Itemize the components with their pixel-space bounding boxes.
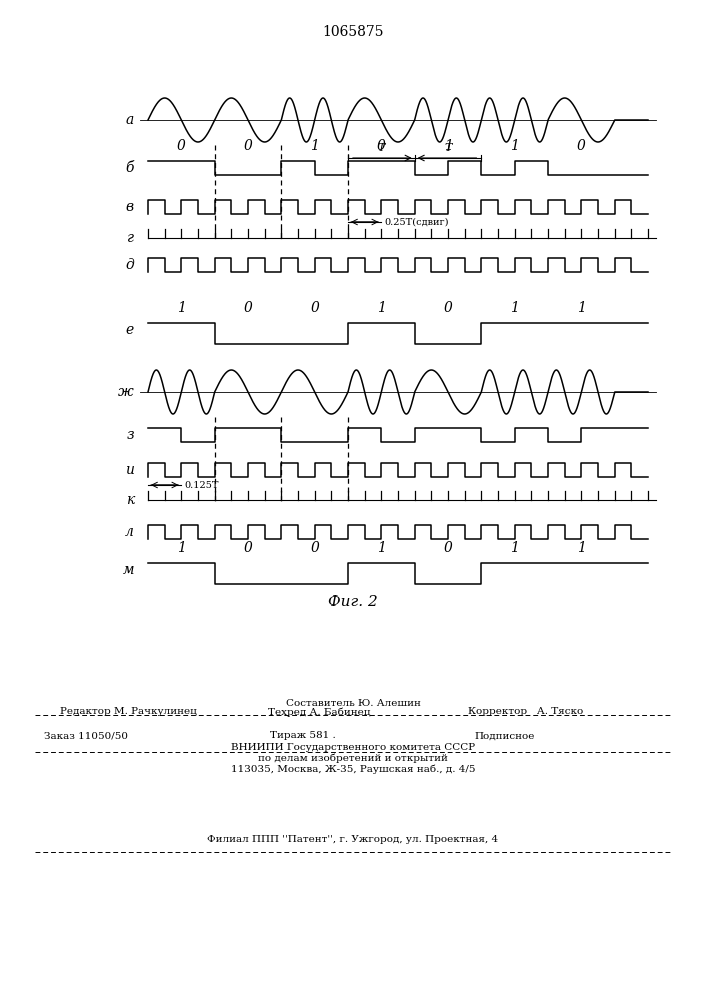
Text: T: T xyxy=(444,143,452,153)
Text: 1: 1 xyxy=(577,301,586,315)
Text: Техред А. Бабинец: Техред А. Бабинец xyxy=(268,707,370,717)
Text: д: д xyxy=(125,258,134,272)
Text: ВНИИПИ Государственного комитета СССР: ВНИИПИ Государственного комитета СССР xyxy=(231,742,475,752)
Text: Корректор   А. Тяско: Корректор А. Тяско xyxy=(468,708,583,716)
Text: 1: 1 xyxy=(177,541,186,555)
Text: 0: 0 xyxy=(443,301,452,315)
Text: 0: 0 xyxy=(310,541,319,555)
Text: и: и xyxy=(125,463,134,477)
Text: б: б xyxy=(126,161,134,175)
Text: Редактор М. Рачкулинец: Редактор М. Рачкулинец xyxy=(60,708,197,716)
Text: 113035, Москва, Ж-35, Раушская наб., д. 4/5: 113035, Москва, Ж-35, Раушская наб., д. … xyxy=(230,764,475,774)
Text: 0: 0 xyxy=(244,139,252,153)
Text: 0: 0 xyxy=(377,139,386,153)
Text: Заказ 11050/50: Заказ 11050/50 xyxy=(44,732,128,740)
Text: л: л xyxy=(125,525,134,539)
Text: 0.25T(сдвиг): 0.25T(сдвиг) xyxy=(385,218,449,227)
Text: 1: 1 xyxy=(310,139,319,153)
Text: 1: 1 xyxy=(510,541,519,555)
Text: в: в xyxy=(126,200,134,214)
Text: 1: 1 xyxy=(443,139,452,153)
Text: 1: 1 xyxy=(510,139,519,153)
Text: 0: 0 xyxy=(244,541,252,555)
Text: 1: 1 xyxy=(377,301,386,315)
Text: Филиал ППП ''Патент'', г. Ужгород, ул. Проектная, 4: Филиал ППП ''Патент'', г. Ужгород, ул. П… xyxy=(207,834,498,844)
Text: Тираж 581 .: Тираж 581 . xyxy=(270,732,336,740)
Text: Составитель Ю. Алешин: Составитель Ю. Алешин xyxy=(286,698,421,708)
Text: з: з xyxy=(127,428,134,442)
Text: м: м xyxy=(122,563,134,577)
Text: T: T xyxy=(378,143,385,153)
Text: 0.125T: 0.125T xyxy=(185,481,219,489)
Text: е: е xyxy=(126,323,134,337)
Text: Подписное: Подписное xyxy=(474,732,534,740)
Text: а: а xyxy=(126,113,134,127)
Text: г: г xyxy=(127,231,134,245)
Text: ж: ж xyxy=(118,385,134,399)
Text: Фиг. 2: Фиг. 2 xyxy=(328,595,378,609)
Text: 1065875: 1065875 xyxy=(322,25,384,39)
Text: 1: 1 xyxy=(510,301,519,315)
Text: 1: 1 xyxy=(377,541,386,555)
Text: по делам изобретений и открытий: по делам изобретений и открытий xyxy=(258,753,448,763)
Text: 0: 0 xyxy=(177,139,186,153)
Text: 1: 1 xyxy=(577,541,586,555)
Text: 0: 0 xyxy=(577,139,586,153)
Text: 1: 1 xyxy=(177,301,186,315)
Text: к: к xyxy=(126,493,134,507)
Text: 0: 0 xyxy=(310,301,319,315)
Text: 0: 0 xyxy=(443,541,452,555)
Text: 0: 0 xyxy=(244,301,252,315)
